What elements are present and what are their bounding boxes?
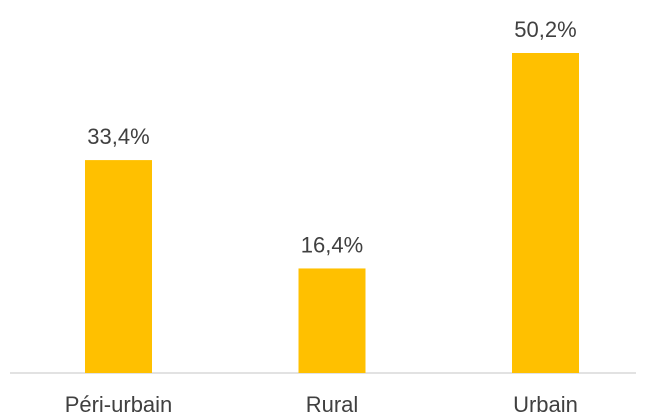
bar bbox=[85, 160, 152, 373]
data-label: 50,2% bbox=[514, 17, 576, 42]
bar bbox=[512, 53, 579, 373]
x-tick-label: Rural bbox=[306, 392, 359, 417]
x-tick-label: Urbain bbox=[513, 392, 578, 417]
bar bbox=[298, 268, 366, 373]
data-label: 16,4% bbox=[301, 232, 363, 257]
data-label: 33,4% bbox=[87, 124, 149, 149]
x-tick-label: Péri-urbain bbox=[65, 392, 173, 417]
